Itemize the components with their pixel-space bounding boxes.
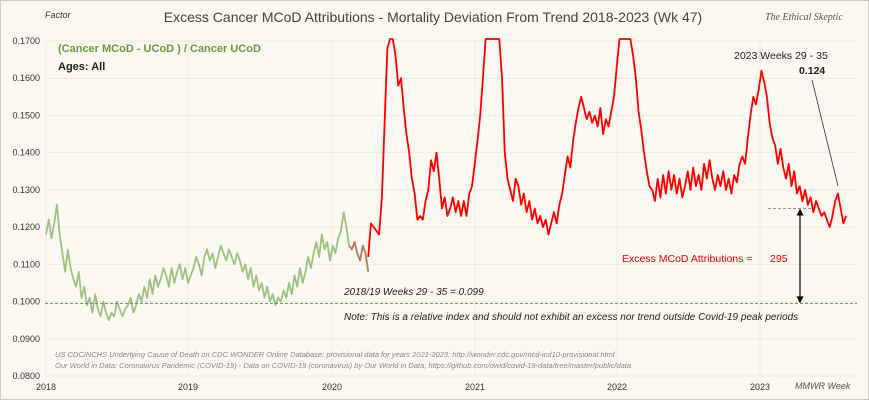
x-tick-label: 2023 [750,382,770,392]
callout-pointer [811,79,839,187]
y-tick-label: 0.1200 [12,222,40,232]
note-text: Note: This is a relative index and shoul… [344,312,798,323]
baseline-label: 2018/19 Weeks 29 - 35 = 0.099 [343,287,484,298]
legend-ages: Ages: All [58,61,105,73]
excess-value: 295 [770,253,788,265]
series-layer [45,38,847,322]
y-tick-label: 0.1100 [13,259,40,269]
tick-labels: 0.0800 0.0900 0.1000 0.1100 0.1200 0.1300 0.14… [12,36,770,392]
arrow-head-up [796,208,804,216]
gridlines [45,40,857,377]
chart-title: Excess Cancer MCoD Attributions - Mortal… [164,9,702,25]
brand-label: The Ethical Skeptic [765,12,843,23]
legend-formula: (Cancer MCoD - UCoD ) / Cancer UCoD [58,43,261,55]
x-tick-label: 2022 [607,382,627,392]
source-line-1: US CDC/NCHS Underlying Cause of Death on… [55,350,615,359]
callout-value: 0.124 [799,65,825,77]
series-line-3 [367,38,847,257]
y-tick-label: 0.1400 [12,148,40,158]
arrow-head-down [796,296,804,304]
source-line-2: Our World in Data: Coronavirus Pandemic … [55,361,631,370]
y-axis-label: Factor [45,10,72,20]
excess-label: Excess MCoD Attributions = [622,253,752,265]
series-line-2 [348,241,370,272]
y-tick-label: 0.1000 [12,297,40,307]
y-tick-label: 0.0800 [12,371,40,381]
x-tick-label: 2021 [465,382,485,392]
callout-label: 2023 Weeks 29 - 35 [734,50,828,62]
y-tick-label: 0.0900 [12,334,40,344]
y-tick-label: 0.1300 [12,185,40,195]
x-tick-label: 2020 [322,382,342,392]
y-tick-label: 0.1700 [12,36,40,46]
y-tick-label: 0.1600 [12,73,40,83]
x-tick-label: 2018 [36,382,56,392]
x-tick-label: 2019 [178,382,198,392]
y-tick-label: 0.1500 [12,110,40,120]
x-axis-label: MMWR Week [795,381,851,391]
series-line-1 [45,203,351,322]
